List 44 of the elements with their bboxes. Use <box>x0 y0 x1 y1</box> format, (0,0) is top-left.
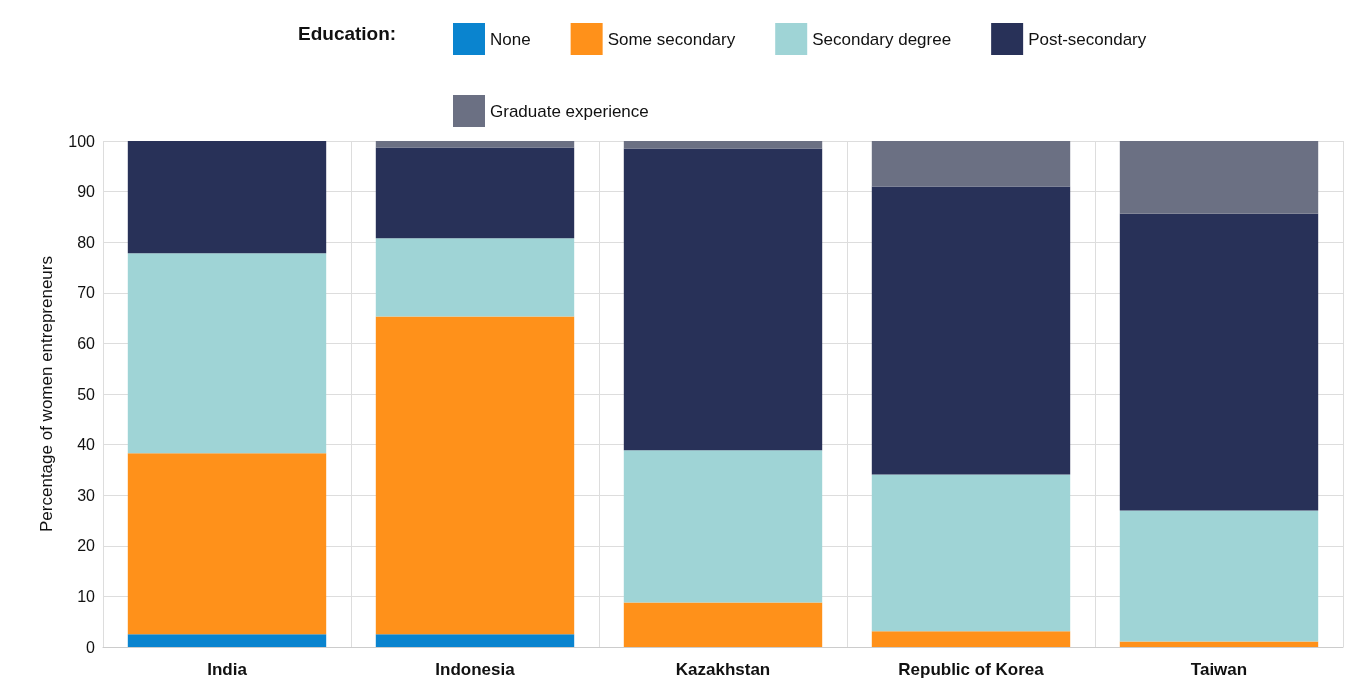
bar <box>375 316 575 635</box>
bar <box>623 148 823 451</box>
y-tick-label: 10 <box>77 587 96 605</box>
legend-label: Graduate experience <box>490 101 649 121</box>
legend-label: Post-secondary <box>1028 29 1147 49</box>
bar <box>1119 510 1319 642</box>
y-axis-title: Percentage of women entrepreneurs <box>37 256 56 532</box>
bar <box>375 634 575 647</box>
x-tick-label: Indonesia <box>435 660 516 679</box>
bar <box>127 253 327 454</box>
x-tick-label: Kazakhstan <box>675 660 771 679</box>
y-tick-label: 30 <box>77 486 96 504</box>
y-tick-label: 40 <box>77 436 96 454</box>
bar <box>127 634 327 647</box>
legend-label: None <box>490 29 531 49</box>
y-tick-label: 70 <box>77 284 96 302</box>
bar <box>871 474 1071 632</box>
bar <box>375 147 575 239</box>
x-tick-label: Taiwan <box>1190 660 1248 679</box>
bar <box>127 141 327 254</box>
bar <box>375 238 575 317</box>
bar <box>375 141 575 148</box>
legend-title: Education: <box>298 23 397 44</box>
bar <box>1119 641 1319 647</box>
bar <box>871 141 1071 187</box>
y-tick-label: 20 <box>77 537 96 555</box>
bar <box>623 141 823 149</box>
y-tick-label: 50 <box>77 385 96 403</box>
bar <box>623 450 823 603</box>
bar <box>127 453 327 635</box>
legend-label: Secondary degree <box>812 29 952 49</box>
bar <box>1119 213 1319 511</box>
x-tick-label: Republic of Korea <box>898 660 1045 679</box>
y-tick-label: 80 <box>77 233 96 251</box>
bar <box>871 631 1071 647</box>
bar <box>871 186 1071 475</box>
y-tick-label: 60 <box>77 334 96 352</box>
bar <box>623 602 823 647</box>
y-tick-label: 100 <box>68 132 96 150</box>
legend-label: Some secondary <box>607 29 736 49</box>
y-tick-label: 0 <box>86 638 96 656</box>
x-tick-label: India <box>207 660 248 679</box>
y-tick-label: 90 <box>77 183 96 201</box>
bar <box>1119 141 1319 214</box>
